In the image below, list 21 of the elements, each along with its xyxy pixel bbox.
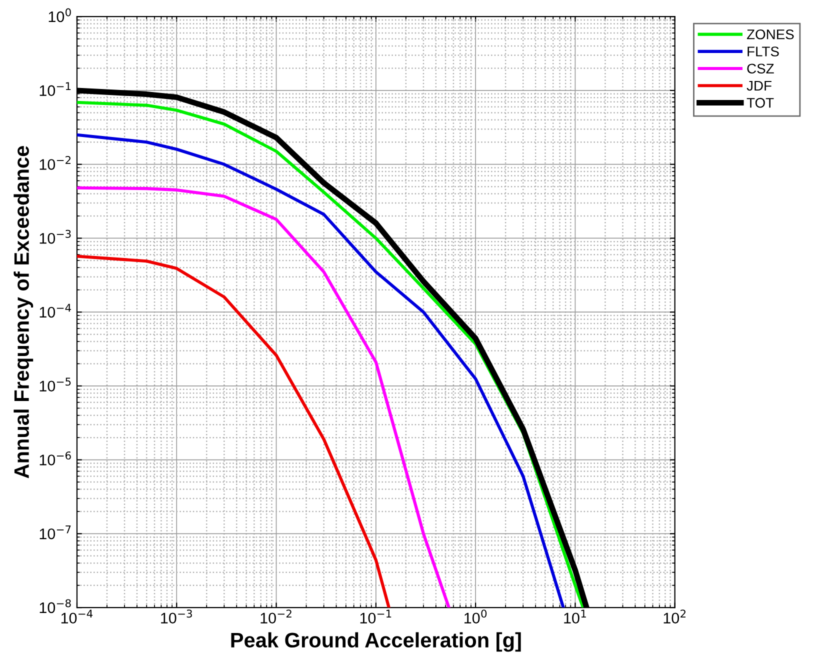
legend-label: ZONES (746, 29, 794, 40)
legend-label: TOT (746, 98, 774, 108)
x-tick-label: 10$^{2}$ (664, 610, 686, 624)
x-tick-label: 10$^{−1}$ (360, 610, 392, 624)
legend-label: FLTS (748, 46, 779, 56)
x-tick-label: 10$^{1}$ (564, 610, 586, 624)
y-tick-label: 10$^{−4}$ (40, 304, 71, 318)
x-tick-label: 10$^{−3}$ (161, 610, 192, 624)
x-tick-label: 10$^{0}$ (464, 610, 487, 624)
y-tick-label: 10$^{−6}$ (40, 451, 71, 466)
legend-label: JDF (746, 80, 772, 91)
y-tick-label: 10$^{−7}$ (40, 525, 71, 540)
x-axis-title: Peak Ground Acceleration [g] (231, 632, 521, 652)
y-tick-label: 10$^{−3}$ (40, 230, 71, 244)
y-axis-title: Annual Frequency of Exceedance (14, 146, 34, 478)
y-tick-label: 10$^{−2}$ (40, 156, 70, 170)
y-tick-label: 10$^{0}$ (48, 8, 71, 22)
x-tick-label: 10$^{−2}$ (260, 610, 292, 624)
y-tick-label: 10$^{−5}$ (40, 378, 71, 392)
y-tick-label: 10$^{−1}$ (40, 82, 71, 96)
legend-label: CSZ (747, 64, 774, 74)
